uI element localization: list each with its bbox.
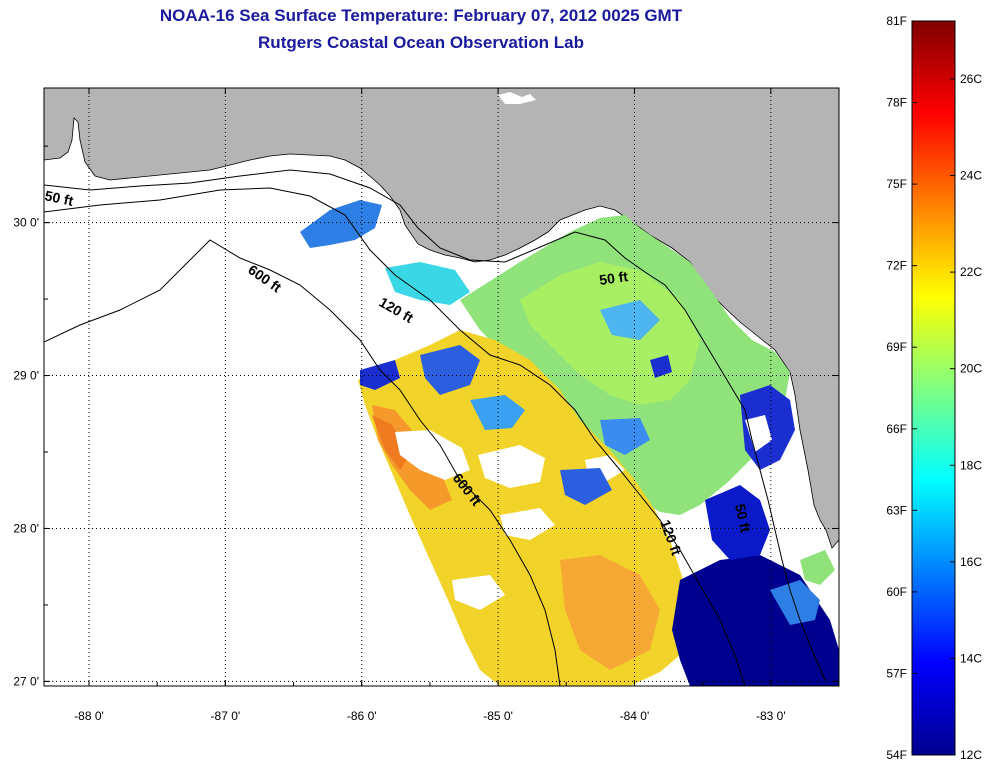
colorbar-c-label: 20C bbox=[960, 362, 982, 376]
y-tick-label: 27 0' bbox=[13, 674, 39, 688]
y-tick-label: 28 0' bbox=[13, 521, 39, 535]
colorbar-f-label: 54F bbox=[886, 748, 907, 762]
map-frame bbox=[43, 87, 840, 687]
colorbar-f-label: 57F bbox=[886, 666, 907, 680]
contour-label: 50 ft bbox=[732, 502, 754, 534]
colorbar-c-label: 26C bbox=[960, 72, 982, 86]
colorbar-c-label: 24C bbox=[960, 169, 982, 183]
map-subtitle: Rutgers Coastal Ocean Observation Lab bbox=[258, 33, 584, 52]
land-mass bbox=[44, 88, 839, 549]
contour-label: 50 ft bbox=[43, 187, 75, 209]
y-tick-label: 30 0' bbox=[13, 216, 39, 230]
map-frame-ticks bbox=[44, 88, 840, 686]
map-axis-labels: -88 0' -87 0' -86 0' -85 0' -84 0' -83 0' 30 0… bbox=[13, 216, 785, 723]
contour-50ft-east bbox=[744, 409, 826, 681]
map-title: NOAA-16 Sea Surface Temperature: Februar… bbox=[159, 6, 683, 25]
contour-50ft-west bbox=[44, 169, 746, 411]
colorbar-f-label: 66F bbox=[886, 422, 907, 436]
colorbar-f-label: 60F bbox=[886, 585, 907, 599]
colorbar-ticks: 81F 78F 75F 72F 69F 66F 63F 60F 57F 54F 26C 24C 22C 2… bbox=[886, 14, 982, 762]
x-tick-label: -88 0' bbox=[74, 709, 104, 723]
colorbar-f-label: 75F bbox=[886, 177, 907, 191]
colorbar-f-label: 63F bbox=[886, 503, 907, 517]
contour-600ft bbox=[44, 239, 561, 686]
colorbar-f-label: 81F bbox=[886, 14, 907, 28]
x-tick-label: -85 0' bbox=[483, 709, 513, 723]
x-tick-label: -83 0' bbox=[756, 709, 786, 723]
x-tick-label: -84 0' bbox=[620, 709, 650, 723]
colorbar-c-label: 18C bbox=[960, 458, 982, 472]
colorbar bbox=[911, 20, 956, 756]
contour-label: 50 ft bbox=[598, 268, 629, 288]
colorbar-c-label: 14C bbox=[960, 651, 982, 665]
contour-120ft bbox=[44, 187, 746, 686]
colorbar-f-label: 69F bbox=[886, 340, 907, 354]
colorbar-c-label: 12C bbox=[960, 748, 982, 762]
colorbar-c-label: 16C bbox=[960, 555, 982, 569]
x-tick-label: -87 0' bbox=[211, 709, 241, 723]
colorbar-f-label: 78F bbox=[886, 96, 907, 110]
colorbar-c-label: 22C bbox=[960, 265, 982, 279]
land-island bbox=[498, 92, 536, 104]
y-tick-label: 29 0' bbox=[13, 369, 39, 383]
map-gridlines bbox=[44, 88, 839, 686]
x-tick-label: -86 0' bbox=[347, 709, 377, 723]
colorbar-f-label: 72F bbox=[886, 259, 907, 273]
